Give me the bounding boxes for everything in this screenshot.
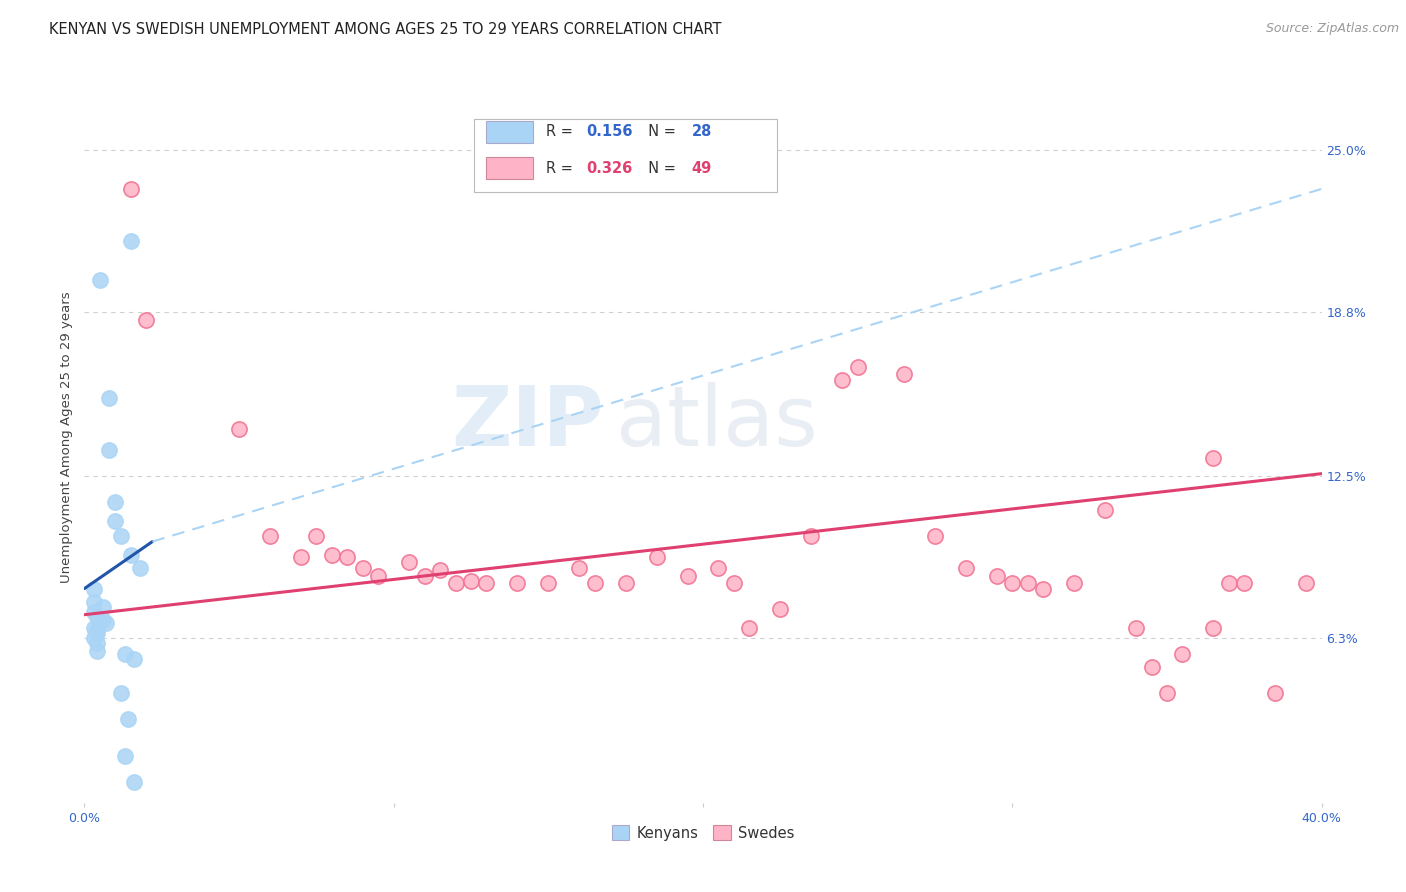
Point bbox=[460, 574, 482, 588]
Point bbox=[583, 576, 606, 591]
Point bbox=[259, 529, 281, 543]
Point bbox=[91, 599, 114, 614]
Point bbox=[290, 550, 312, 565]
Text: N =: N = bbox=[638, 161, 681, 176]
Point bbox=[413, 568, 436, 582]
Point bbox=[228, 422, 250, 436]
Point bbox=[86, 626, 108, 640]
Point bbox=[1001, 576, 1024, 591]
Point bbox=[506, 576, 529, 591]
Point bbox=[1202, 621, 1225, 635]
Point bbox=[110, 529, 132, 543]
Point bbox=[1156, 686, 1178, 700]
Point bbox=[1140, 660, 1163, 674]
Y-axis label: Unemployment Among Ages 25 to 29 years: Unemployment Among Ages 25 to 29 years bbox=[60, 292, 73, 582]
Point bbox=[398, 556, 420, 570]
Point bbox=[83, 632, 105, 646]
Text: atlas: atlas bbox=[616, 382, 818, 463]
Point bbox=[831, 373, 853, 387]
Point bbox=[98, 443, 121, 458]
Legend: Kenyans, Swedes: Kenyans, Swedes bbox=[606, 820, 800, 847]
Point bbox=[893, 368, 915, 382]
Point bbox=[924, 529, 946, 543]
Point bbox=[1063, 576, 1085, 591]
FancyBboxPatch shape bbox=[474, 119, 778, 192]
Point bbox=[94, 615, 117, 630]
Point bbox=[83, 595, 105, 609]
Point bbox=[1032, 582, 1054, 596]
Point bbox=[676, 568, 699, 582]
Point bbox=[83, 621, 105, 635]
Point bbox=[321, 548, 343, 562]
Point bbox=[114, 647, 136, 661]
Point bbox=[367, 568, 389, 582]
Point bbox=[1233, 576, 1256, 591]
Text: R =: R = bbox=[546, 161, 578, 176]
Point bbox=[98, 391, 121, 405]
Point bbox=[429, 563, 451, 577]
Point bbox=[723, 576, 745, 591]
Point bbox=[305, 529, 328, 543]
Point bbox=[104, 514, 127, 528]
Text: 0.326: 0.326 bbox=[586, 161, 633, 176]
Point bbox=[955, 560, 977, 574]
Point bbox=[769, 602, 792, 616]
Point bbox=[336, 550, 359, 565]
Point bbox=[122, 652, 145, 666]
Point bbox=[846, 359, 869, 374]
Point bbox=[614, 576, 637, 591]
Point bbox=[707, 560, 730, 574]
Text: N =: N = bbox=[638, 124, 681, 139]
Point bbox=[475, 576, 498, 591]
Point bbox=[986, 568, 1008, 582]
Point bbox=[104, 495, 127, 509]
Text: 49: 49 bbox=[692, 161, 711, 176]
Text: 28: 28 bbox=[692, 124, 713, 139]
Point bbox=[135, 312, 157, 326]
Point bbox=[86, 644, 108, 658]
Text: 0.156: 0.156 bbox=[586, 124, 633, 139]
Point bbox=[120, 234, 142, 248]
Point bbox=[1017, 576, 1039, 591]
Point bbox=[1171, 647, 1194, 661]
Point bbox=[86, 624, 108, 638]
Point bbox=[645, 550, 668, 565]
Point bbox=[120, 182, 142, 196]
Point bbox=[91, 613, 114, 627]
FancyBboxPatch shape bbox=[486, 120, 533, 143]
Point bbox=[86, 610, 108, 624]
Point bbox=[1218, 576, 1240, 591]
Point bbox=[444, 576, 467, 591]
Point bbox=[568, 560, 591, 574]
Point bbox=[1125, 621, 1147, 635]
Point bbox=[738, 621, 761, 635]
Point bbox=[537, 576, 560, 591]
Point bbox=[1295, 576, 1317, 591]
Point bbox=[83, 605, 105, 619]
Point bbox=[117, 712, 139, 726]
Point bbox=[352, 560, 374, 574]
Point bbox=[120, 548, 142, 562]
Point bbox=[800, 529, 823, 543]
Point bbox=[114, 748, 136, 763]
Point bbox=[1094, 503, 1116, 517]
Point bbox=[110, 686, 132, 700]
Point bbox=[89, 273, 111, 287]
Point bbox=[86, 636, 108, 650]
Text: KENYAN VS SWEDISH UNEMPLOYMENT AMONG AGES 25 TO 29 YEARS CORRELATION CHART: KENYAN VS SWEDISH UNEMPLOYMENT AMONG AGE… bbox=[49, 22, 721, 37]
Point bbox=[1264, 686, 1286, 700]
Point bbox=[1202, 450, 1225, 465]
Point bbox=[122, 775, 145, 789]
Point bbox=[129, 560, 152, 574]
Text: Source: ZipAtlas.com: Source: ZipAtlas.com bbox=[1265, 22, 1399, 36]
Text: ZIP: ZIP bbox=[451, 382, 605, 463]
FancyBboxPatch shape bbox=[486, 157, 533, 179]
Text: R =: R = bbox=[546, 124, 578, 139]
Point bbox=[83, 582, 105, 596]
